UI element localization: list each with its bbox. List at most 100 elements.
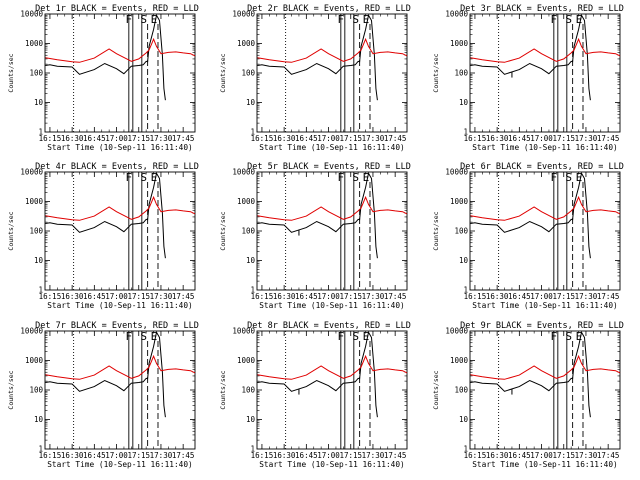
panel-3-xtick-label: 17:15 — [552, 134, 575, 143]
panel-8-title: Det 8r BLACK = Events, RED = LLD — [247, 321, 411, 331]
panel-5-ytick-label: 1 — [250, 286, 255, 295]
panel-8-marker-e: E — [363, 330, 370, 343]
panel-5-xtick-label: 17:15 — [339, 292, 362, 301]
panel-2-ytick-label: 100 — [241, 69, 255, 78]
panel-8-xtick-label: 17:15 — [339, 451, 362, 460]
panel-6-xtick-label: 17:15 — [552, 292, 575, 301]
panel-2-title: Det 2r BLACK = Events, RED = LLD — [247, 4, 411, 14]
panel-3-xtick-label: 17:30 — [575, 134, 598, 143]
panel-8-ytick-label: 100 — [241, 386, 255, 395]
panel-2-lld-line — [257, 37, 408, 63]
panel-1-xtick-label: 16:30 — [61, 134, 84, 143]
panel-9-marker-s: S — [565, 330, 572, 343]
panel-3-frame — [469, 13, 621, 133]
panel-1-xlabel: Start Time (10-Sep-11 16:11:40) — [47, 143, 193, 152]
panel-9-title: Det 9r BLACK = Events, RED = LLD — [460, 321, 624, 331]
panel-9-ytick-label: 1000 — [450, 356, 469, 365]
panel-3-xtick-label: 16:15 — [464, 134, 487, 143]
panel-9-ytick-label: 1 — [463, 445, 468, 454]
panel-8-xtick-label: 16:15 — [251, 451, 274, 460]
panel-1-ytick-label: 1 — [38, 128, 43, 137]
panel-4-xtick-label: 17:45 — [172, 292, 195, 301]
panel-8-xtick-label: 16:45 — [295, 451, 318, 460]
panel-8: Det 8r BLACK = Events, RED = LLD Counts/s… — [219, 321, 411, 469]
panel-7-ytick-label: 10000 — [20, 327, 43, 336]
panel-1-title: Det 1r BLACK = Events, RED = LLD — [35, 4, 199, 14]
panel-8-events-line — [257, 330, 378, 418]
panel-6-marker-s: S — [565, 171, 572, 184]
panel-5-xtick-label: 16:45 — [295, 292, 318, 301]
panel-1-xtick-label: 17:45 — [172, 134, 195, 143]
panel-9-ytick-label: 10 — [459, 415, 469, 424]
panel-4-xtick-label: 16:15 — [39, 292, 62, 301]
panel-1-marker-e: E — [151, 13, 158, 26]
panel-8-ytick-label: 1000 — [237, 356, 256, 365]
panel-5-xtick-label: 17:00 — [317, 292, 340, 301]
panel-1-lld-line — [45, 37, 196, 63]
panel-1-marker-f: F — [126, 13, 133, 26]
panel-8-xtick-label: 17:00 — [317, 451, 340, 460]
panel-3-marker-s: S — [565, 13, 572, 26]
panel-1-marker-s: S — [140, 13, 147, 26]
panel-1-ytick-label: 1000 — [25, 39, 44, 48]
panel-8-ytick-label: 10 — [246, 415, 256, 424]
panel-1-xtick-label: 17:00 — [105, 134, 128, 143]
panel-4-xtick-label: 17:15 — [127, 292, 150, 301]
panel-9-xtick-label: 17:30 — [575, 451, 598, 460]
panel-5-ytick-label: 1000 — [237, 197, 256, 206]
panel-4-ytick-label: 1 — [38, 286, 43, 295]
panel-8-xtick-label: 17:30 — [362, 451, 385, 460]
panel-6-marker-f: F — [551, 171, 558, 184]
panel-5-ylabel: Counts/sec — [219, 211, 227, 250]
panel-4-xtick-label: 17:30 — [150, 292, 173, 301]
panel-9-events-line — [470, 330, 591, 418]
panel-6-xtick-label: 16:30 — [486, 292, 509, 301]
panel-2-marker-s: S — [352, 13, 359, 26]
panel-1-xtick-label: 17:15 — [127, 134, 150, 143]
panel-8-lld-line — [257, 354, 408, 380]
panel-6-xtick-label: 17:30 — [575, 292, 598, 301]
panel-2-ylabel: Counts/sec — [219, 53, 227, 92]
panel-7-marker-f: F — [126, 330, 133, 343]
panel-2-ytick-label: 10 — [246, 98, 256, 107]
panel-5-xtick-label: 16:15 — [251, 292, 274, 301]
panel-3-xtick-label: 16:30 — [486, 134, 509, 143]
panel-2-xtick-label: 17:30 — [362, 134, 385, 143]
panel-4-ytick-label: 100 — [29, 227, 43, 236]
panel-8-xtick-label: 16:30 — [273, 451, 296, 460]
panel-6-ytick-label: 1000 — [450, 197, 469, 206]
panel-3-xlabel: Start Time (10-Sep-11 16:11:40) — [472, 143, 618, 152]
panel-2-xtick-label: 17:45 — [384, 134, 407, 143]
panel-3-title: Det 3r BLACK = Events, RED = LLD — [460, 4, 624, 14]
panel-4-lld-line — [45, 195, 196, 221]
panel-4-ytick-label: 1000 — [25, 197, 44, 206]
panel-2-xtick-label: 17:15 — [339, 134, 362, 143]
panel-9-xtick-label: 17:45 — [597, 451, 620, 460]
panel-4-ytick-label: 10000 — [20, 168, 43, 177]
panel-3-ytick-label: 10000 — [445, 10, 468, 19]
panel-8-marker-f: F — [338, 330, 345, 343]
panel-9-ytick-label: 100 — [454, 386, 468, 395]
panel-5-xtick-label: 17:45 — [384, 292, 407, 301]
panel-9-marker-e: E — [576, 330, 583, 343]
panel-5-marker-f: F — [338, 171, 345, 184]
panel-5-ytick-label: 10000 — [232, 168, 255, 177]
panel-3-marker-e: E — [576, 13, 583, 26]
panel-9-ytick-label: 10000 — [445, 327, 468, 336]
panel-7-ylabel: Counts/sec — [7, 370, 15, 409]
panel-3-ytick-label: 10 — [459, 98, 469, 107]
panel-5-ytick-label: 100 — [241, 227, 255, 236]
panel-4-marker-e: E — [151, 171, 158, 184]
panel-7-xtick-label: 17:45 — [172, 451, 195, 460]
panel-3-ytick-label: 1000 — [450, 39, 469, 48]
panel-2: Det 2r BLACK = Events, RED = LLD Counts/s… — [219, 4, 411, 152]
panel-4-xtick-label: 17:00 — [105, 292, 128, 301]
panel-5-events-line — [257, 171, 378, 259]
panel-7-marker-e: E — [151, 330, 158, 343]
panel-7-xtick-label: 16:45 — [83, 451, 106, 460]
panel-8-ylabel: Counts/sec — [219, 370, 227, 409]
panel-6-ylabel: Counts/sec — [432, 211, 440, 250]
panel-4-marker-s: S — [140, 171, 147, 184]
panel-7-frame — [44, 330, 196, 450]
